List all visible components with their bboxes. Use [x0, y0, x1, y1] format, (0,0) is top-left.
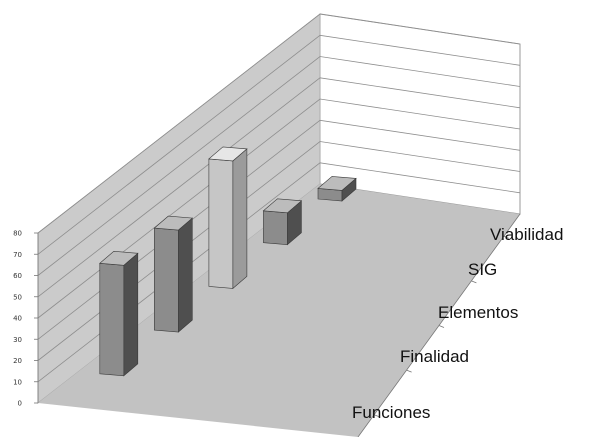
y-tick-label: 10	[13, 378, 22, 386]
gridline	[37, 34, 521, 255]
bar-top	[153, 215, 194, 231]
gridline	[37, 77, 521, 298]
bar-front	[99, 262, 125, 377]
y-axis: 0 10 20 30 40 50 60 70 80	[13, 230, 39, 408]
bar-elementos	[208, 146, 248, 290]
category-label-sig: SIG	[468, 260, 497, 279]
category-label-viabilidad: Viabilidad	[490, 225, 563, 244]
bar-top	[317, 176, 357, 191]
bar-sig	[262, 198, 303, 246]
gridlines	[37, 13, 521, 383]
gridline	[37, 98, 521, 319]
y-tick-label: 60	[13, 272, 22, 280]
category-tick-mark	[374, 414, 380, 418]
bar-top	[99, 250, 139, 266]
category-label-elementos: Elementos	[438, 303, 518, 322]
y-tick-label: 70	[13, 251, 22, 259]
bar-front	[154, 227, 179, 333]
y-tick-label: 30	[13, 336, 22, 344]
category-axis: Funciones Finalidad Elementos SIG Viabilidad	[352, 213, 563, 437]
bar-side	[178, 217, 193, 333]
y-tick-label: 50	[13, 293, 22, 301]
bar-front	[263, 210, 288, 246]
bar-top	[262, 198, 303, 214]
floor	[38, 184, 520, 437]
bar-finalidad	[153, 215, 194, 333]
y-tick-label: 40	[13, 315, 22, 323]
category-tick-mark	[471, 280, 477, 284]
category-label-funciones: Funciones	[352, 403, 430, 422]
bar-viabilidad	[317, 176, 357, 202]
bar-top	[208, 146, 248, 162]
category-label-finalidad: Finalidad	[400, 347, 469, 366]
bar-front	[208, 158, 234, 289]
bar-funciones	[99, 250, 139, 377]
y-tick-label: 20	[13, 357, 22, 365]
bar-side	[232, 148, 248, 290]
gridline	[37, 56, 521, 276]
bar-side	[123, 252, 139, 377]
gridline	[37, 13, 521, 234]
y-tick-label: 0	[18, 400, 22, 408]
category-tick-mark	[406, 369, 412, 373]
y-tick-label: 80	[13, 230, 22, 238]
category-tick-mark	[438, 325, 445, 328]
bars	[99, 146, 357, 377]
category-tick-mark	[503, 235, 509, 239]
